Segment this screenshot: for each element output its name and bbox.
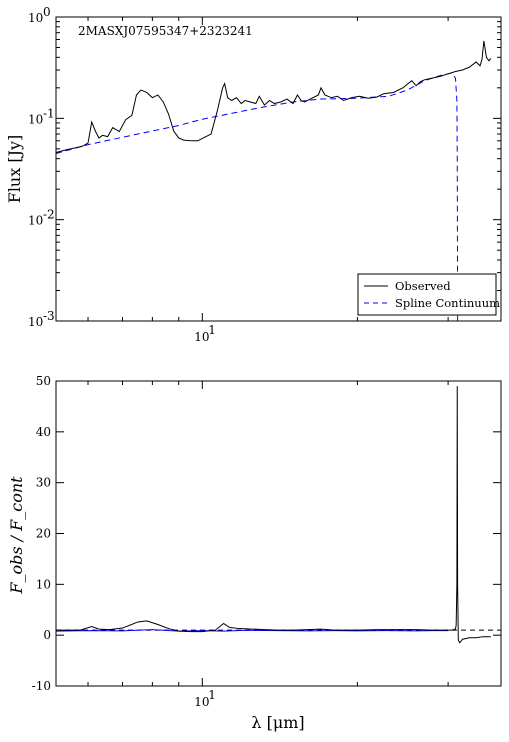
flux-panel-frame (55, 16, 502, 322)
ratio-y-tick-label: -10 (32, 679, 51, 693)
ratio-y-tick-label: 0 (43, 628, 51, 642)
legend-continuum-label: Spline Continuum (395, 296, 500, 310)
flux-y-tick-label: 10 (28, 214, 43, 228)
ratio-y-tick-label: 30 (36, 476, 51, 490)
wavelength-axis-label: λ [μm] (251, 713, 304, 732)
ratio-x-tick-label-exponent: 1 (208, 688, 216, 702)
ratio-series-observed (56, 386, 491, 644)
legend-observed-label: Observed (395, 279, 451, 293)
ratio-y-tick-label: 10 (36, 577, 51, 591)
legend-box (357, 273, 497, 316)
ratio-series-spline-continuum (56, 629, 449, 632)
flux-y-tick-label: 10 (28, 112, 43, 126)
flux-y-tick-label-exponent: -1 (43, 106, 55, 120)
ratio-x-tick-label: 10 (194, 695, 209, 709)
legend: Observed Spline Continuum (357, 273, 500, 316)
ratio-y-tick-label: 20 (36, 527, 51, 541)
flux-y-tick-label-exponent: -2 (43, 208, 55, 222)
flux-x-tick-label: 10 (194, 330, 209, 344)
flux-series-spline-continuum (56, 72, 459, 321)
ratio-axis-label: F_obs / F_cont (7, 476, 26, 595)
flux-y-tick-label: 10 (28, 11, 43, 25)
ratio-panel-frame (55, 380, 502, 687)
flux-axis-label: Flux [Jy] (5, 135, 24, 204)
flux-series-observed (56, 40, 492, 153)
object-name-annotation: 2MASXJ07595347+2323241 (78, 24, 253, 38)
ratio-y-tick-label: 50 (36, 374, 51, 388)
flux-x-tick-label-exponent: 1 (208, 323, 216, 337)
flux-y-tick-label: 10 (28, 315, 43, 329)
ratio-y-tick-label: 40 (36, 425, 51, 439)
flux-y-tick-label-exponent: -3 (43, 309, 55, 323)
flux-y-tick-label-exponent: 0 (43, 5, 51, 19)
